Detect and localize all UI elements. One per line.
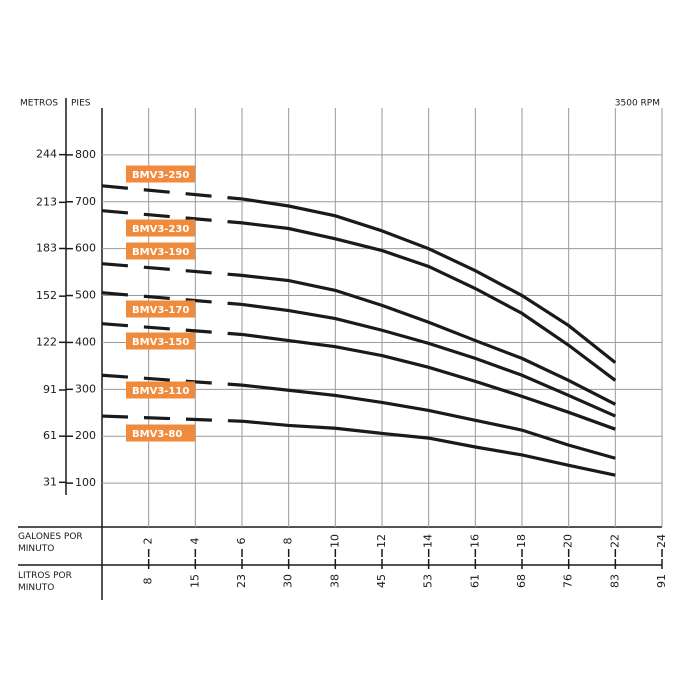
x2-axis-label: LITROS POR MINUTO [18,571,72,593]
curve-label-box [126,242,195,260]
y2-tick-label: 91 [43,383,57,396]
y2-tick-label: 244 [36,148,57,161]
y-tick-label: 800 [75,148,96,161]
curve-label: BMV3-250 [132,170,189,181]
curve-dashed [101,262,243,277]
y2-tick-label: 122 [36,335,57,348]
curve [241,302,616,418]
y-tick-label: 600 [75,242,96,255]
curve-dashed [101,209,243,225]
y2-tick-label: 31 [43,475,57,488]
curve [241,273,617,406]
x-tick-label: 22 [608,534,621,548]
curve-dashed [101,414,243,423]
curve-label: BMV3-190 [132,247,189,258]
curve-dashed [101,291,243,307]
y-tick-label: 300 [75,382,96,395]
curve-label: BMV3-110 [132,386,189,397]
curve [241,332,616,431]
x2-tick-label: 23 [235,574,248,588]
curve-label: BMV3-150 [132,337,189,348]
x-tick-label: 18 [515,534,528,548]
x-tick-label: 12 [375,534,388,548]
x-tick-label: 16 [468,534,481,548]
x-tick-label: 6 [235,538,248,545]
x2-axis-label-box: LITROS POR MINUTO [18,571,72,593]
curve-label: BMV3-170 [132,305,189,316]
x2-tick-label: 8 [142,578,155,585]
curve-label: BMV3-80 [132,429,182,440]
y2-tick-label: 152 [36,289,57,302]
curve [241,221,617,382]
y2-tick-label: 183 [36,241,57,254]
y-tick-label: 500 [75,289,96,302]
y-tick-label: 700 [75,195,96,208]
x2-tick-label: 61 [468,574,481,588]
x-tick-label: 24 [655,534,668,548]
curve [241,197,617,364]
curve-label-box [126,332,195,350]
y-tick-label: 400 [75,335,96,348]
y-tick-label: 100 [75,476,96,489]
curve-label-box [126,165,195,183]
curve [241,383,616,460]
annotation: 3500 RPM [615,99,660,109]
curve-label: BMV3-230 [132,224,189,235]
x2-tick-label: 15 [188,574,201,588]
curve-dashed [101,373,243,387]
x-axis-label: GALONES POR MINUTO [18,532,83,554]
y2-tick-label: 213 [36,195,57,208]
curve-label-box [126,424,195,442]
x2-tick-label: 91 [655,574,668,588]
curve-dashed [101,322,243,337]
x2-tick-label: 68 [515,574,528,588]
x-tick-label: 4 [188,538,201,545]
y2-tick-label: 61 [43,429,57,442]
x2-tick-label: 83 [608,574,621,588]
curve-label-box [126,300,195,318]
x-tick-label: 10 [328,534,341,548]
x2-tick-label: 38 [328,574,341,588]
x-tick-label: 2 [142,538,155,545]
x-tick-label: 8 [282,538,295,545]
x-axis-label-box: GALONES POR MINUTO [18,532,83,554]
curve-label-box [126,381,195,399]
x2-tick-label: 76 [562,574,575,588]
curve-label-box [126,219,195,237]
x2-tick-label: 30 [282,574,295,588]
y2-axis-label: METROS [20,99,58,109]
x2-tick-label: 45 [375,574,388,588]
y-axis-label: PIES [71,99,91,109]
x2-tick-label: 53 [422,574,435,588]
x-tick-label: 20 [562,534,575,548]
curve-dashed [101,184,243,201]
x-tick-label: 14 [422,534,435,548]
y-tick-label: 200 [75,429,96,442]
curve [241,419,616,477]
